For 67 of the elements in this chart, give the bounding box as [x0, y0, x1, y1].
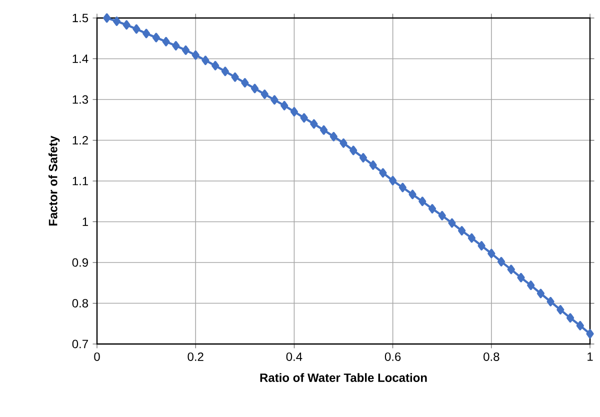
- point: [132, 24, 140, 34]
- point: [576, 320, 584, 330]
- point: [142, 28, 150, 38]
- point: [556, 305, 564, 314]
- point: [527, 280, 535, 290]
- point: [330, 132, 338, 142]
- point: [389, 176, 397, 186]
- point: [418, 196, 426, 206]
- point: [379, 168, 387, 178]
- point: [468, 233, 476, 243]
- y-tick-label: 1.3: [72, 95, 88, 104]
- point: [566, 313, 574, 323]
- point: [250, 84, 259, 94]
- point: [448, 218, 456, 228]
- point: [152, 32, 160, 42]
- point: [340, 138, 348, 148]
- point: [428, 204, 436, 214]
- point: [408, 190, 416, 200]
- x-axis-title: Ratio of Water Table Location: [260, 373, 427, 382]
- x-tick-label: 0.8: [484, 352, 500, 361]
- point: [586, 329, 594, 339]
- y-tick-label: 1.5: [72, 14, 88, 22]
- x-tick-label: 0.2: [188, 352, 204, 361]
- point: [202, 56, 210, 66]
- y-tick-label: 1.1: [72, 176, 88, 186]
- point: [280, 100, 288, 110]
- point: [478, 241, 486, 250]
- x-tick-label: 0.4: [286, 352, 302, 361]
- point: [231, 72, 239, 82]
- y-tick-label: 0.7: [72, 340, 88, 348]
- point: [546, 296, 554, 306]
- point: [369, 160, 377, 170]
- y-tick-label: 1.4: [72, 54, 88, 63]
- point: [507, 264, 515, 274]
- point: [221, 66, 229, 76]
- point: [172, 41, 180, 50]
- point: [310, 119, 318, 129]
- x-tick-label: 0: [94, 352, 100, 361]
- point: [458, 226, 466, 236]
- point: [488, 248, 496, 258]
- point: [536, 288, 545, 298]
- point: [112, 16, 121, 26]
- point: [103, 13, 111, 23]
- point: [162, 36, 170, 46]
- y-tick-label: 0.8: [72, 299, 88, 308]
- point: [350, 146, 358, 156]
- point: [122, 20, 130, 30]
- point: [270, 95, 278, 105]
- x-tick-label: 1: [588, 352, 593, 361]
- point: [241, 78, 249, 88]
- point: [192, 50, 200, 60]
- y-tick-label: 1: [82, 218, 88, 226]
- x-tick-label: 0.6: [384, 352, 401, 361]
- point: [497, 256, 506, 266]
- point: [212, 60, 220, 70]
- point: [320, 125, 328, 135]
- point: [260, 90, 268, 99]
- point: [398, 182, 406, 192]
- point: [517, 272, 525, 282]
- point: [359, 153, 368, 162]
- point: [182, 45, 190, 55]
- point: [300, 113, 308, 123]
- y-tick-label: 0.9: [72, 258, 88, 267]
- point: [438, 210, 446, 220]
- y-axis-title: Factor of Safety: [48, 136, 60, 226]
- point: [290, 107, 298, 116]
- y-tick-label: 1.2: [72, 136, 88, 144]
